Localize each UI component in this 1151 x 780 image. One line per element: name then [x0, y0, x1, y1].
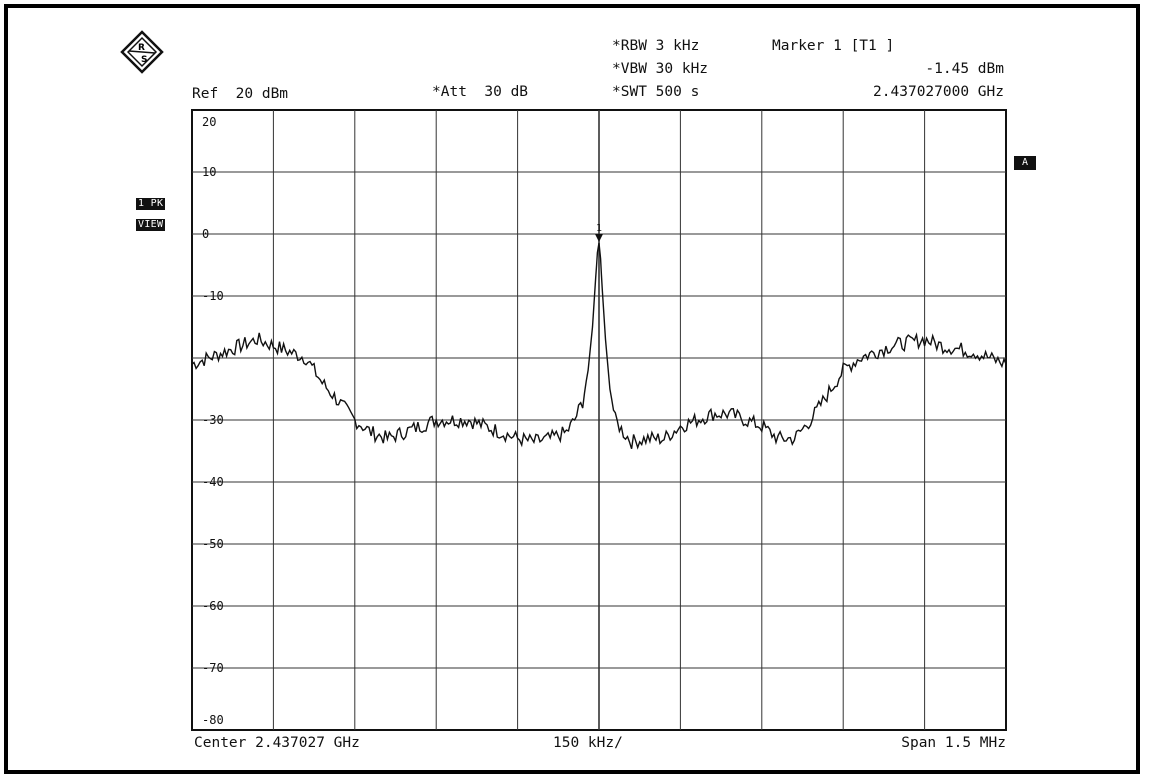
y-tick-label: -70 — [202, 661, 224, 675]
y-tick-label: -30 — [202, 413, 224, 427]
marker-label: Marker 1 [T1 ] — [772, 38, 895, 54]
ref-level-label: Ref 20 dBm — [192, 86, 289, 102]
y-tick-label: -50 — [202, 537, 224, 551]
marker-number: 1 — [596, 223, 602, 234]
printout-frame — [4, 4, 1140, 774]
sweep-time-label: *SWT 500 s — [612, 84, 700, 100]
trace-a-badge: A — [1014, 156, 1037, 170]
trace-mode-badge: 1 PK — [136, 198, 166, 210]
trace-view-badge: VIEW — [136, 219, 166, 231]
y-tick-label: 10 — [202, 165, 216, 179]
center-frequency-label: Center 2.437027 GHz — [194, 735, 360, 751]
y-tick-label: 20 — [202, 115, 216, 129]
vbw-label: *VBW 30 kHz — [612, 61, 709, 77]
division-label: 150 kHz/ — [553, 735, 623, 751]
y-tick-label: -60 — [202, 599, 224, 613]
span-label: Span 1.5 MHz — [901, 735, 1006, 751]
marker-frequency: 2.437027000 GHz — [873, 84, 1004, 100]
svg-text:R: R — [138, 43, 145, 53]
y-tick-label: -40 — [202, 475, 224, 489]
y-tick-label: -10 — [202, 289, 224, 303]
y-tick-label: -80 — [202, 713, 224, 727]
rbw-label: *RBW 3 kHz — [612, 38, 700, 54]
marker-triangle — [595, 233, 603, 242]
y-tick-label: 0 — [202, 227, 209, 241]
spectrum-trace — [191, 242, 1007, 450]
attenuation-label: *Att 30 dB — [432, 84, 529, 100]
marker-level: -1.45 dBm — [925, 61, 1004, 77]
svg-text:S: S — [141, 55, 147, 65]
rs-logo-icon: R S — [120, 30, 164, 74]
